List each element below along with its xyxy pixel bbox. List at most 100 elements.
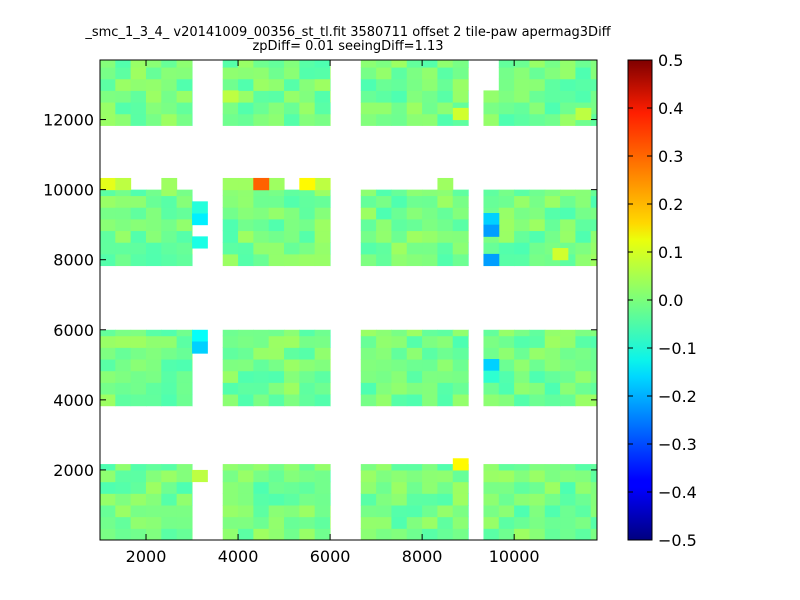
heatmap-cell — [238, 195, 254, 208]
heatmap-cell — [284, 329, 300, 337]
heatmap-cell — [422, 370, 438, 383]
heatmap-cell — [100, 493, 116, 506]
heatmap-cell — [468, 469, 469, 483]
heatmap-cell — [560, 516, 576, 529]
heatmap-cell — [192, 469, 208, 483]
heatmap-cell — [145, 504, 162, 518]
heatmap-cell — [391, 528, 408, 541]
heatmap-cell — [514, 335, 530, 348]
colorbar-tick-label: −0.3 — [658, 435, 697, 454]
heatmap-cell — [529, 516, 546, 529]
heatmap-cell — [590, 335, 598, 348]
heatmap-cell — [514, 60, 530, 68]
heatmap-cell — [590, 464, 598, 471]
heatmap-cell — [468, 528, 469, 541]
heatmap-cell — [376, 481, 392, 494]
heatmap-cell — [115, 469, 132, 483]
heatmap-cell — [391, 242, 408, 255]
heatmap-cell — [514, 113, 530, 126]
heatmap-cell — [452, 60, 469, 68]
heatmap-cell — [284, 464, 300, 471]
heatmap-cell — [191, 481, 193, 494]
heatmap-cell — [360, 78, 377, 91]
heatmap-cell — [560, 218, 576, 232]
heatmap-cell — [529, 218, 546, 232]
heatmap-cell — [437, 189, 454, 197]
heatmap-cell — [115, 90, 132, 103]
heatmap-cell — [422, 90, 438, 103]
heatmap-cell — [452, 335, 469, 348]
heatmap-cell — [514, 329, 530, 337]
heatmap-cell — [191, 67, 193, 80]
heatmap-cell — [468, 481, 469, 494]
heatmap-cell — [376, 67, 392, 80]
heatmap-cell — [422, 469, 438, 483]
heatmap-cell — [575, 218, 592, 232]
heatmap-cell — [299, 464, 316, 471]
heatmap-cell — [391, 90, 408, 103]
heatmap-cell — [222, 230, 239, 243]
heatmap-cell — [529, 329, 546, 337]
heatmap-cell — [100, 177, 116, 191]
heatmap-cell — [253, 528, 270, 541]
heatmap-cell — [253, 335, 270, 348]
y-axis: 2000 4000 6000 8000 10000 12000 — [43, 111, 597, 480]
heatmap-cell — [176, 528, 193, 541]
heatmap-cell — [529, 493, 546, 506]
heatmap-cell — [145, 347, 162, 360]
heatmap-cell — [376, 469, 392, 483]
heatmap-cell — [314, 528, 331, 541]
heatmap-cell — [498, 516, 515, 529]
heatmap-cell — [590, 329, 598, 337]
heatmap-cell — [406, 528, 423, 541]
heatmap-cell — [299, 67, 316, 80]
heatmap-cell — [406, 67, 423, 80]
heatmap-cell — [253, 60, 270, 68]
heatmap-cell — [299, 347, 316, 360]
heatmap-cell — [176, 493, 193, 506]
heatmap-cell — [514, 347, 530, 360]
heatmap-cell — [115, 329, 132, 337]
heatmap-cell — [376, 113, 392, 126]
heatmap-cell — [544, 481, 561, 494]
heatmap-cell — [115, 218, 132, 232]
heatmap-cell — [468, 382, 469, 395]
heatmap-cell — [238, 67, 254, 80]
heatmap-cell — [360, 67, 377, 80]
heatmap-cell — [145, 335, 162, 348]
heatmap-cell — [176, 90, 193, 103]
heatmap-cell — [514, 207, 530, 220]
heatmap-cell — [468, 195, 469, 208]
heatmap-cell — [468, 218, 469, 232]
heatmap-cell — [575, 464, 592, 471]
heatmap-cell — [130, 242, 147, 255]
heatmap-cell — [115, 195, 132, 208]
heatmap-cell — [529, 230, 546, 243]
heatmap-cell — [575, 78, 592, 91]
heatmap-cell — [514, 195, 530, 208]
heatmap-cell — [330, 504, 331, 518]
heatmap-cell — [529, 253, 546, 267]
heatmap-cell — [544, 493, 561, 506]
heatmap-cell — [544, 329, 561, 337]
heatmap-cell — [468, 207, 469, 220]
heatmap-cell — [284, 218, 300, 232]
heatmap-cell — [145, 329, 162, 337]
heatmap-cell — [253, 329, 270, 337]
heatmap-cell — [222, 394, 239, 407]
heatmap-cell — [284, 242, 300, 255]
heatmap-cell — [483, 481, 500, 494]
heatmap-cell — [360, 493, 377, 506]
heatmap-cell — [529, 242, 546, 255]
heatmap-cell — [452, 394, 469, 407]
heatmap-cell — [437, 516, 454, 529]
heatmap-cell — [437, 253, 454, 267]
heatmap-cell — [161, 60, 178, 68]
heatmap-cell — [299, 207, 316, 220]
heatmap-cell — [452, 207, 469, 220]
heatmap-cell — [529, 195, 546, 208]
heatmap-cell — [314, 90, 331, 103]
heatmap-cell — [314, 67, 331, 80]
heatmap-cell — [100, 113, 116, 126]
heatmap-cell — [575, 516, 592, 529]
